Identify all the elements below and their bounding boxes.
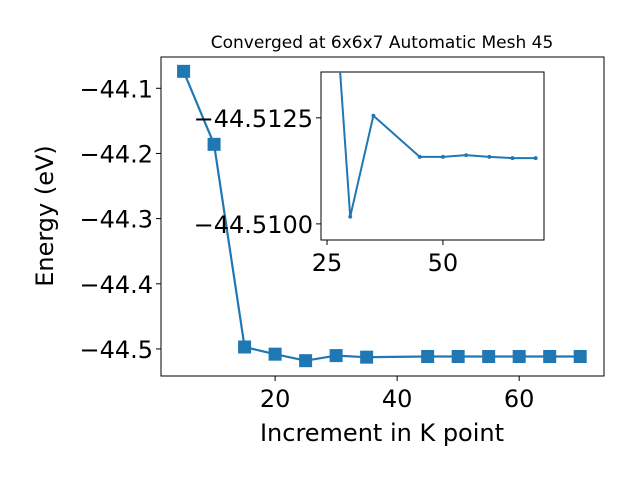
- data-marker: [464, 153, 469, 158]
- data-marker: [348, 214, 353, 219]
- y-tick-label: −44.5100: [194, 211, 313, 239]
- series-group: [177, 64, 587, 368]
- data-marker: [487, 154, 492, 159]
- data-marker: [329, 349, 343, 363]
- data-marker: [482, 350, 496, 364]
- y-axis-label: Energy (eV): [31, 145, 59, 287]
- data-marker: [268, 347, 282, 361]
- data-marker: [207, 137, 221, 151]
- data-marker: [512, 350, 526, 364]
- data-marker: [421, 350, 435, 364]
- y-tick-label: −44.3: [79, 206, 153, 234]
- y-tick-label: −44.2: [79, 140, 153, 168]
- x-tick-label: 60: [504, 385, 535, 413]
- data-marker: [371, 113, 376, 118]
- y-tick-label: −44.5: [79, 336, 153, 364]
- data-marker: [417, 154, 422, 159]
- y-tick-label: −44.5125: [194, 105, 313, 133]
- x-tick-label: 20: [260, 385, 291, 413]
- series-group: [339, 72, 538, 219]
- x-tick-label: 50: [428, 249, 459, 277]
- data-marker: [533, 156, 538, 161]
- data-marker: [543, 350, 557, 364]
- data-marker: [177, 64, 191, 78]
- data-marker: [299, 354, 313, 368]
- data-marker: [573, 350, 587, 364]
- chart-title: Converged at 6x6x7 Automatic Mesh 45: [211, 33, 554, 53]
- data-marker: [440, 154, 445, 159]
- data-marker: [238, 340, 252, 354]
- x-tick-label: 40: [382, 385, 413, 413]
- data-marker: [510, 156, 515, 161]
- x-tick-label: 25: [312, 249, 343, 277]
- data-marker: [360, 350, 374, 364]
- y-tick-label: −44.4: [79, 271, 153, 299]
- y-tick-label: −44.1: [79, 75, 153, 103]
- x-axis-label: Increment in K point: [260, 419, 504, 447]
- data-marker: [451, 350, 465, 364]
